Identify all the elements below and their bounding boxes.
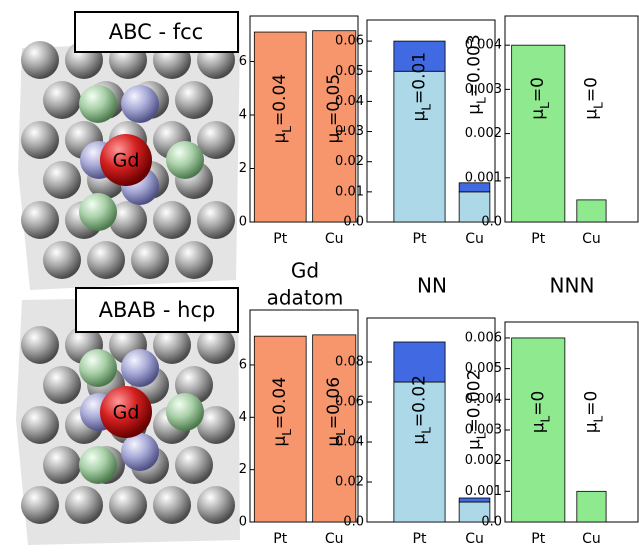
x-tick-label: Cu xyxy=(582,231,601,247)
annotation: μL=0.04 xyxy=(270,74,294,144)
atom xyxy=(21,201,59,239)
y-tick-label: 0.05 xyxy=(335,64,364,79)
y-tick-label: 0.003 xyxy=(465,82,502,97)
annotation: μL=0 xyxy=(581,77,605,120)
annotation: μL=0.01 xyxy=(409,52,433,122)
atom xyxy=(175,446,213,484)
atom xyxy=(197,201,235,239)
y-tick-label: 0.04 xyxy=(335,94,364,109)
x-tick-label: Cu xyxy=(325,531,344,547)
y-tick-label: 0.001 xyxy=(465,170,502,185)
atom xyxy=(21,486,59,524)
page: Gd Gd ABC - fcc ABAB - hcp Gd adatom NN N… xyxy=(0,0,639,552)
y-tick-label: 0.001 xyxy=(465,484,502,499)
atom xyxy=(153,486,191,524)
x-tick-label: Cu xyxy=(325,231,344,247)
x-tick-label: Pt xyxy=(531,531,545,547)
y-tick-label: 0 xyxy=(239,515,247,530)
column-label: NNN xyxy=(550,274,595,298)
y-tick-label: 6 xyxy=(239,357,247,372)
y-tick-label: 0.04 xyxy=(335,435,364,450)
structure-title: ABC - fcc xyxy=(109,20,203,44)
x-tick-label: Pt xyxy=(273,531,287,547)
annotation: μL=0.002 xyxy=(465,370,489,450)
atom xyxy=(21,41,59,79)
atom xyxy=(65,486,103,524)
bar xyxy=(577,200,606,222)
y-tick-label: 0.0 xyxy=(343,515,364,530)
x-tick-label: Cu xyxy=(465,231,484,247)
atom xyxy=(43,241,81,279)
y-tick-label: 4 xyxy=(239,410,247,425)
y-tick-label: 0.02 xyxy=(335,154,364,169)
y-tick-label: 4 xyxy=(239,107,247,122)
atom xyxy=(79,349,117,387)
y-tick-label: 0.0 xyxy=(343,215,364,230)
atom xyxy=(79,446,117,484)
y-tick-label: 0.06 xyxy=(335,395,364,410)
annotation: μL=0 xyxy=(528,391,552,434)
atom xyxy=(21,326,59,364)
atom xyxy=(153,201,191,239)
x-tick-label: Pt xyxy=(531,231,545,247)
atom xyxy=(43,81,81,119)
column-label: Gd xyxy=(291,259,319,283)
y-tick-label: 0.03 xyxy=(335,124,364,139)
atom-label: Gd xyxy=(113,402,140,424)
atom xyxy=(109,486,147,524)
atom xyxy=(43,446,81,484)
column-label: NN xyxy=(417,274,447,298)
atom xyxy=(79,193,117,231)
atom xyxy=(131,241,169,279)
x-tick-label: Pt xyxy=(273,231,287,247)
annotation: μL=0.04 xyxy=(270,377,294,447)
atom xyxy=(175,241,213,279)
y-tick-label: 6 xyxy=(239,54,247,69)
y-tick-label: 0.01 xyxy=(335,184,364,199)
y-tick-label: 0.08 xyxy=(335,355,364,370)
annotation: μL=0 xyxy=(581,391,605,434)
y-tick-label: 2 xyxy=(239,161,247,176)
x-tick-label: Pt xyxy=(413,231,427,247)
atom xyxy=(43,161,81,199)
annotation: μL=0 xyxy=(528,77,552,120)
atom xyxy=(43,366,81,404)
y-tick-label: 0.002 xyxy=(465,126,502,141)
y-tick-label: 0.003 xyxy=(465,422,502,437)
y-tick-label: 0.004 xyxy=(465,38,502,53)
y-tick-label: 0 xyxy=(239,215,247,230)
x-tick-label: Pt xyxy=(413,531,427,547)
column-label: adatom xyxy=(267,286,344,310)
x-tick-label: Cu xyxy=(465,531,484,547)
atom xyxy=(166,141,204,179)
atom-label: Gd xyxy=(113,150,140,172)
atom xyxy=(87,241,125,279)
figure: Gd Gd ABC - fcc ABAB - hcp Gd adatom NN N… xyxy=(0,0,639,552)
y-tick-label: 0.002 xyxy=(465,453,502,468)
atom xyxy=(79,85,117,123)
y-tick-label: 0.005 xyxy=(465,361,502,376)
atom xyxy=(121,85,159,123)
annotation: μL=0.02 xyxy=(409,375,433,445)
atom xyxy=(166,393,204,431)
x-tick-label: Cu xyxy=(582,531,601,547)
bar xyxy=(512,45,565,222)
y-tick-label: 0.004 xyxy=(465,392,502,407)
y-tick-label: 0.02 xyxy=(335,475,364,490)
atom xyxy=(175,81,213,119)
atom xyxy=(121,349,159,387)
bar xyxy=(577,491,606,522)
y-tick-label: 0.06 xyxy=(335,34,364,49)
y-tick-label: 0.0 xyxy=(481,215,502,230)
atom xyxy=(21,406,59,444)
atom xyxy=(197,486,235,524)
y-tick-label: 0.0 xyxy=(481,515,502,530)
y-tick-label: 0.006 xyxy=(465,330,502,345)
y-tick-label: 2 xyxy=(239,462,247,477)
structure-title: ABAB - hcp xyxy=(99,298,216,322)
atom xyxy=(21,121,59,159)
atom xyxy=(121,433,159,471)
